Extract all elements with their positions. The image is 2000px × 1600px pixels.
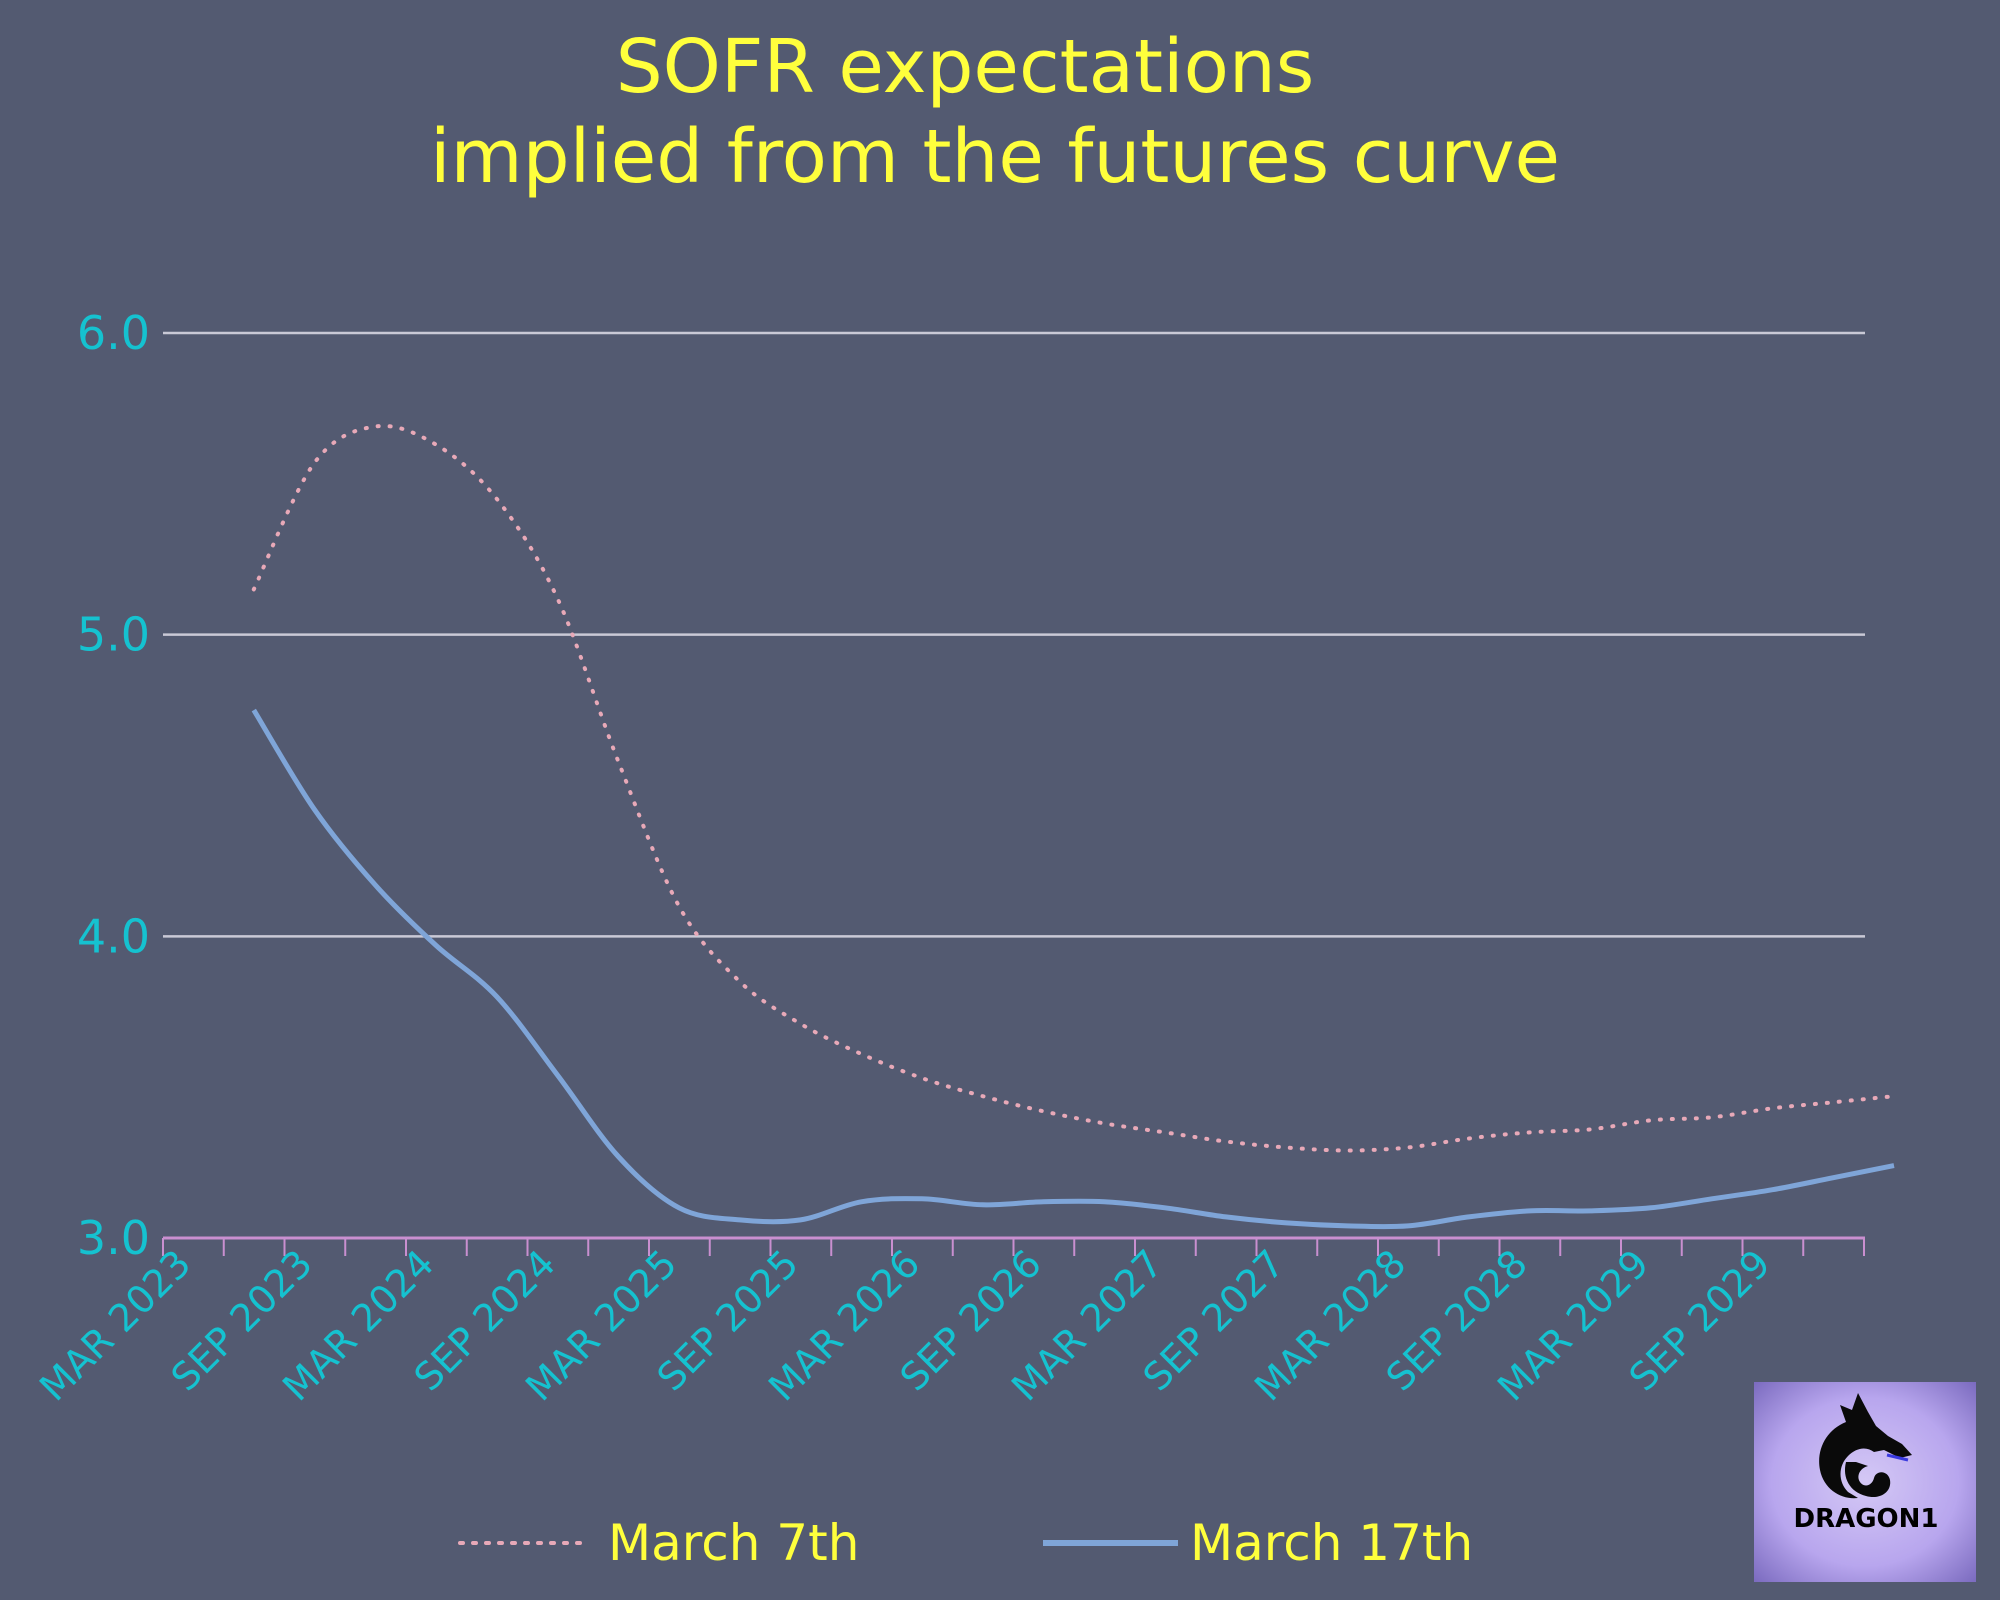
grid: [163, 331, 1865, 1240]
y-tick-label: 5.0: [77, 608, 150, 662]
plot-area: [251, 423, 1896, 1230]
y-axis: 6.0 5.0 4.0 3.0: [77, 306, 150, 1265]
chart-title-line-1: SOFR expectations: [616, 24, 1315, 110]
series-line-0: [251, 423, 1896, 1153]
chart-title-line-2: implied from the futures curve: [430, 114, 1560, 200]
logo-text: DRAGON1: [1793, 1504, 1938, 1534]
y-tick-label: 4.0: [77, 909, 150, 963]
series-line-1: [251, 708, 1895, 1230]
dragon-icon: [1819, 1393, 1912, 1499]
logo: DRAGON1: [1754, 1382, 1976, 1582]
legend-label-march-17th: March 17th: [1190, 1514, 1473, 1572]
legend: March 7th March 17th: [458, 1514, 1473, 1572]
y-tick-label: 6.0: [77, 306, 150, 360]
legend-label-march-7th: March 7th: [608, 1514, 859, 1572]
x-tick-label: MAR 2023: [31, 1241, 199, 1409]
y-tick-label: 3.0: [77, 1211, 150, 1265]
